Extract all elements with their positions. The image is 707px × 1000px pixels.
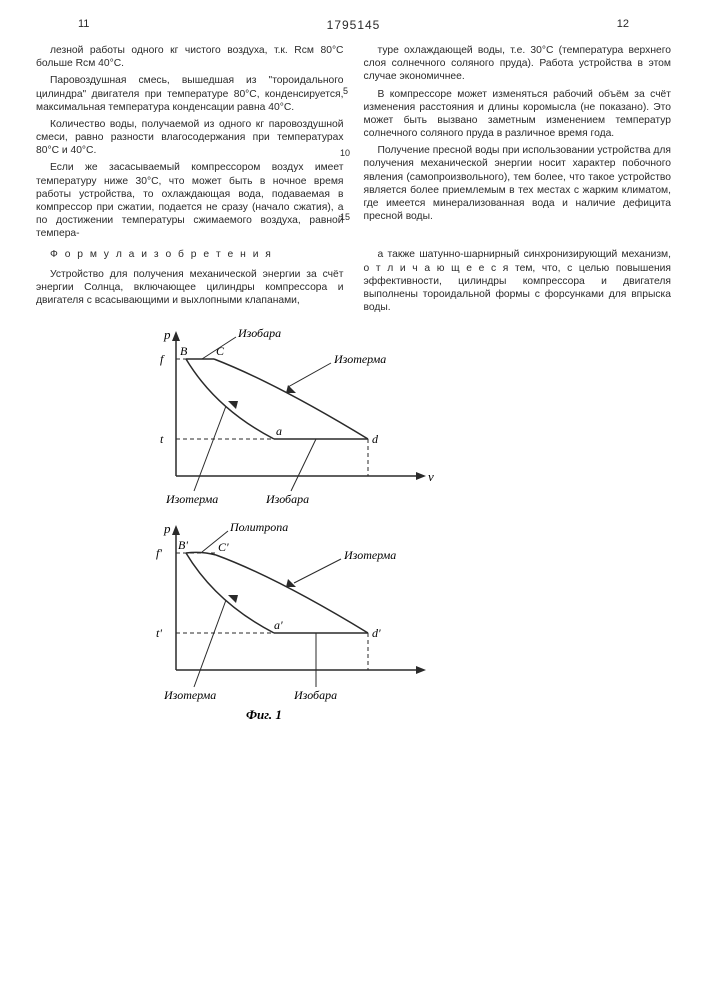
- col1-para-2: Паровоздушная смесь, вышедшая из "тороид…: [36, 74, 344, 114]
- col1-para-4: Если же засасываемый компрессором воздух…: [36, 161, 344, 240]
- lbl-isobara-bottom: Изобара: [265, 492, 309, 506]
- pv-diagram-bottom: p f' t' В' С' а' d' Политропа Изотерма: [116, 515, 576, 730]
- ytick-t: t: [160, 432, 164, 446]
- lbl-polytrope: Политропа: [229, 520, 288, 534]
- pt-a: а: [276, 424, 282, 438]
- axis-p-label: p: [163, 327, 171, 342]
- body-text-block: 5 10 15 лезной работы одного кг чистого …: [36, 44, 671, 240]
- line-number-5: 5: [343, 86, 348, 96]
- pv-diagram-top: p v f t В С а d Изобара Изоте: [116, 321, 576, 521]
- axis-p-label-b: p: [163, 521, 171, 536]
- formula-right: а также шатунно-шарнирный синхронизирующ…: [364, 248, 672, 314]
- lbl-isoterma-right-b: Изотерма: [343, 548, 396, 562]
- col1-para-1: лезной работы одного кг чистого воздуха,…: [36, 44, 344, 70]
- page-number-left: 11: [78, 18, 89, 30]
- axis-v-label: v: [428, 469, 434, 484]
- lbl-isobara-bottom-b: Изобара: [293, 688, 337, 702]
- line-number-10: 10: [340, 148, 350, 158]
- pt-Bprime: В': [178, 538, 188, 552]
- figure-caption: Фиг. 1: [246, 707, 282, 722]
- ytick-f: f: [160, 352, 165, 366]
- col2-para-1: туре охлаждающей воды, т.е. 30°С (темпер…: [364, 44, 672, 84]
- line-number-15: 15: [340, 212, 350, 222]
- pt-B: В: [180, 344, 188, 358]
- lbl-isoterma-bottom: Изотерма: [165, 492, 218, 506]
- ytick-tprime: t': [156, 626, 162, 640]
- lbl-isoterma-bottom-b: Изотерма: [163, 688, 216, 702]
- pt-dprime: d': [372, 626, 381, 640]
- diagrams-container: p v f t В С а d Изобара Изоте: [36, 321, 671, 730]
- patent-number: 1795145: [327, 18, 381, 32]
- page-number-right: 12: [617, 18, 629, 30]
- patent-page: 11 1795145 12 5 10 15 лезной работы одно…: [0, 0, 707, 1000]
- ytick-fprime: f': [156, 546, 162, 560]
- col2-para-2: В компрессоре может изменяться рабочий о…: [364, 88, 672, 141]
- formula-title: Ф о р м у л а и з о б р е т е н и я: [36, 248, 344, 261]
- formula-block: Ф о р м у л а и з о б р е т е н и я Устр…: [36, 248, 671, 314]
- pt-C: С: [216, 344, 225, 358]
- formula-left: Устройство для получения механической эн…: [36, 268, 344, 308]
- pt-Cprime: С': [218, 540, 229, 554]
- col1-para-3: Количество воды, получаемой из одного кг…: [36, 118, 344, 158]
- lbl-isobara-top: Изобара: [237, 326, 281, 340]
- col2-para-3: Получение пресной воды при использовании…: [364, 144, 672, 223]
- page-header: 11 1795145 12: [36, 18, 671, 36]
- pt-d: d: [372, 432, 379, 446]
- lbl-isoterma-right: Изотерма: [333, 352, 386, 366]
- pt-aprime: а': [274, 618, 283, 632]
